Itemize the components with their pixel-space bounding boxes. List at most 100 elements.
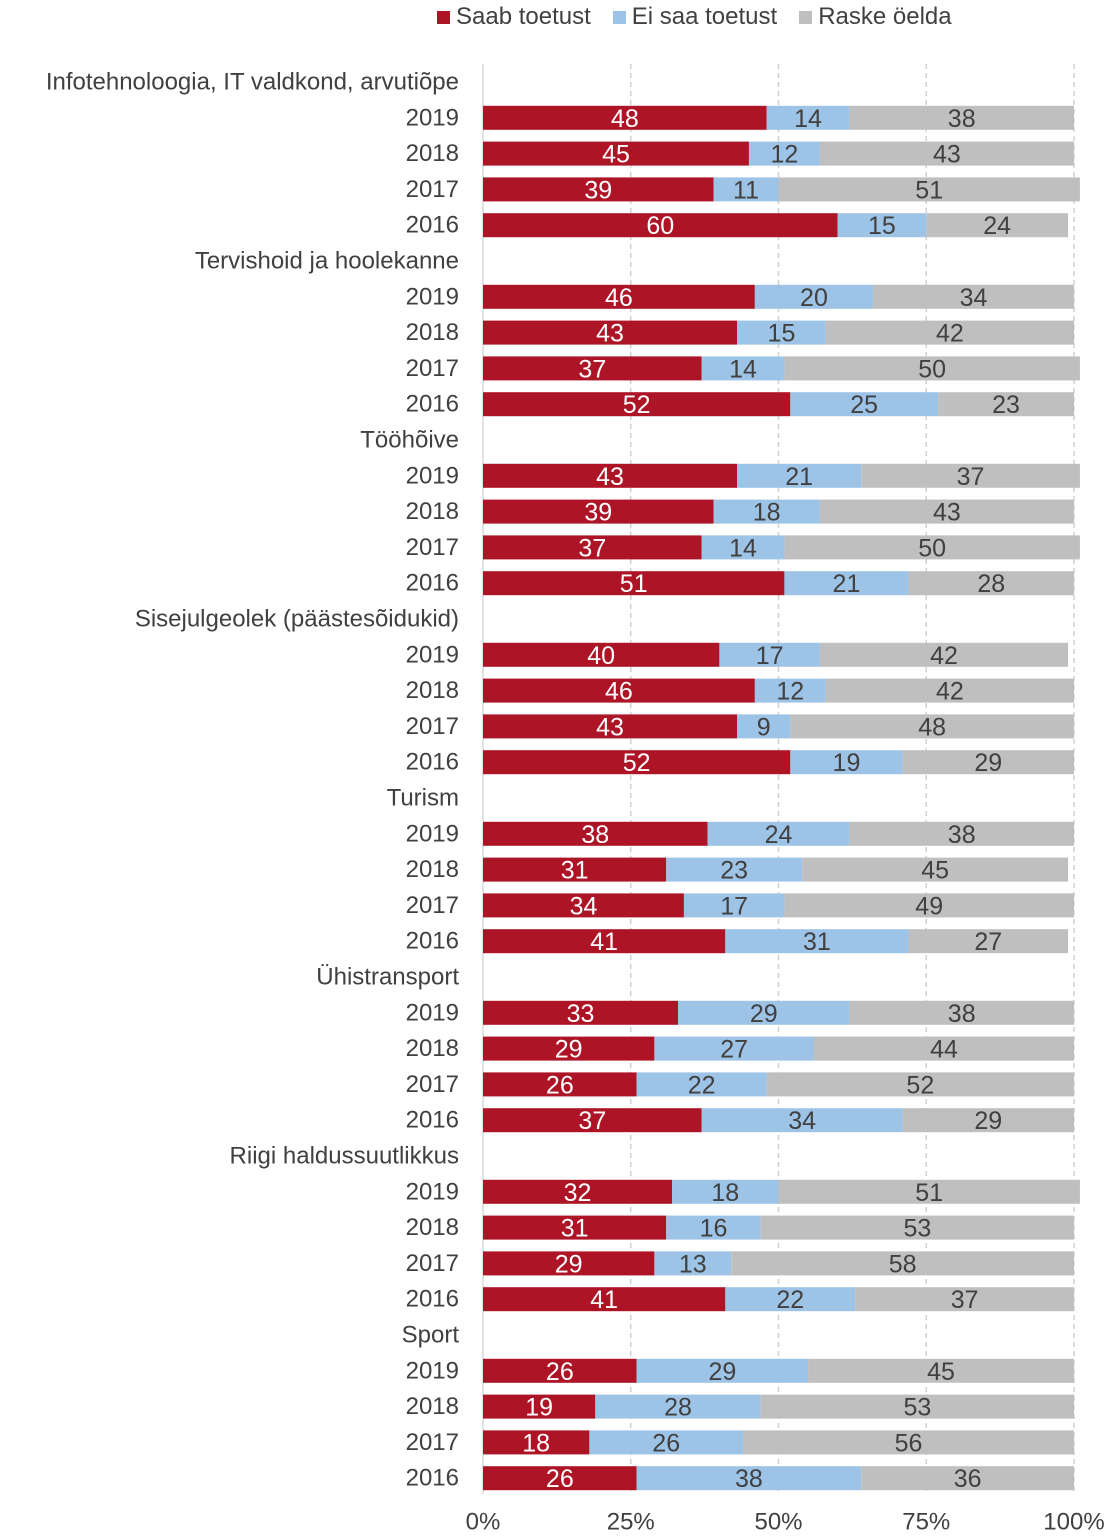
bar-segment-saab-toetust (483, 821, 708, 846)
data-label: 51 (915, 176, 943, 204)
bar-segment-raske-oelda (790, 714, 1074, 739)
bar-segment-saab-toetust (483, 1179, 673, 1204)
data-label: 31 (561, 857, 589, 885)
data-label: 43 (596, 713, 624, 741)
data-label: 18 (711, 1179, 739, 1207)
bar-segment-ei-saa-toetust (636, 1466, 862, 1491)
year-label: 2018 (406, 856, 459, 883)
bar-segment-ei-saa-toetust (707, 821, 850, 846)
bar-segment-ei-saa-toetust (701, 356, 785, 381)
bar-segment-raske-oelda (778, 1179, 1080, 1204)
bar-segment-ei-saa-toetust (595, 1394, 761, 1419)
data-label: 39 (584, 176, 612, 204)
bar-segment-raske-oelda (926, 213, 1069, 238)
bar-segment-raske-oelda (849, 105, 1074, 130)
data-label: 32 (564, 1179, 592, 1207)
data-label: 27 (720, 1036, 748, 1064)
data-label: 15 (868, 212, 896, 240)
data-label: 14 (729, 534, 757, 562)
bar-segment-ei-saa-toetust (719, 642, 820, 667)
bar-segment-ei-saa-toetust (790, 392, 939, 417)
data-label: 19 (833, 749, 861, 777)
bar-segment-saab-toetust (483, 857, 667, 882)
data-label: 20 (800, 284, 828, 312)
year-label: 2018 (406, 1393, 459, 1420)
bar-segment-raske-oelda (849, 821, 1074, 846)
year-label: 2019 (406, 462, 459, 489)
bar-segment-ei-saa-toetust (725, 1287, 856, 1312)
bar-segment-saab-toetust (483, 463, 738, 488)
bar-segment-saab-toetust (483, 1466, 637, 1491)
bar-segment-saab-toetust (483, 571, 785, 596)
data-label: 52 (623, 749, 651, 777)
data-label: 23 (992, 391, 1020, 419)
legend-swatch-ei-saa-toetust (612, 10, 626, 24)
data-label: 14 (729, 355, 757, 383)
year-label: 2017 (406, 1250, 459, 1277)
bar-segment-ei-saa-toetust (701, 535, 785, 560)
data-label: 38 (735, 1465, 763, 1493)
data-label: 22 (688, 1071, 716, 1099)
category-label-sisejulgeolek-paastesoidukid: Sisejulgeolek (päästesõidukid) (135, 606, 459, 633)
bar-segment-saab-toetust (483, 1287, 726, 1312)
bar-segment-ei-saa-toetust (754, 678, 826, 703)
data-label: 53 (903, 1215, 931, 1243)
year-label: 2018 (406, 1035, 459, 1062)
data-label: 16 (700, 1215, 728, 1243)
bar-segment-raske-oelda (861, 1466, 1074, 1491)
bar-segment-saab-toetust (483, 1430, 590, 1455)
bar-segment-raske-oelda (731, 1251, 1074, 1276)
data-label: 34 (788, 1107, 816, 1135)
legend-swatch-raske-oelda (799, 10, 813, 24)
data-label: 23 (720, 857, 748, 885)
bar-segment-saab-toetust (483, 678, 755, 703)
data-label: 18 (522, 1429, 550, 1457)
data-label: 43 (596, 463, 624, 491)
x-tick-label: 25% (607, 1509, 655, 1536)
data-label: 51 (915, 1179, 943, 1207)
data-label: 43 (933, 141, 961, 169)
data-label: 26 (546, 1071, 574, 1099)
data-label: 34 (570, 892, 598, 920)
bar-segment-raske-oelda (861, 463, 1080, 488)
bar-segment-saab-toetust (483, 750, 791, 775)
data-label: 13 (679, 1250, 707, 1278)
bar-segment-saab-toetust (483, 642, 720, 667)
category-label-riigi-haldussuutlikkus: Riigi haldussuutlikkus (230, 1143, 459, 1170)
year-label: 2019 (406, 1357, 459, 1384)
bar-segment-ei-saa-toetust (766, 105, 850, 130)
category-label-sport: Sport (402, 1322, 460, 1349)
bar-segment-raske-oelda (813, 1036, 1074, 1061)
year-label: 2019 (406, 1178, 459, 1205)
year-label: 2017 (406, 176, 459, 203)
data-label: 12 (776, 678, 804, 706)
bar-segment-raske-oelda (902, 750, 1074, 775)
year-label: 2016 (406, 212, 459, 239)
year-label: 2018 (406, 140, 459, 167)
bar-segment-raske-oelda (760, 1215, 1074, 1240)
legend-swatch-saab-toetust (437, 10, 450, 24)
data-label: 36 (954, 1465, 982, 1493)
year-label: 2017 (406, 892, 459, 919)
data-label: 33 (567, 1000, 595, 1028)
bar-segment-raske-oelda (784, 535, 1080, 560)
legend-label-raske-oelda: Raske öelda (818, 3, 952, 30)
data-label: 31 (561, 1215, 589, 1243)
x-tick-label: 0% (466, 1509, 501, 1536)
year-label: 2018 (406, 319, 459, 346)
bar-segment-ei-saa-toetust (666, 857, 803, 882)
data-label: 31 (803, 928, 831, 956)
data-label: 12 (771, 141, 799, 169)
bar-segment-ei-saa-toetust (713, 177, 779, 202)
data-label: 26 (546, 1465, 574, 1493)
bar-segment-raske-oelda (766, 1072, 1074, 1097)
bar-segment-saab-toetust (483, 320, 738, 345)
category-label-infotehnoloogia-it-valdkond-arvutiope: Infotehnoloogia, IT valdkond, arvutiõpe (46, 69, 459, 96)
bar-segment-ei-saa-toetust (654, 1036, 814, 1061)
year-label: 2016 (406, 1107, 459, 1134)
data-label: 24 (983, 212, 1011, 240)
legend-item-saab-toetust: Saab toetust (437, 3, 591, 31)
data-label: 37 (957, 463, 985, 491)
year-label: 2017 (406, 1429, 459, 1456)
bar-segment-raske-oelda (825, 678, 1074, 703)
